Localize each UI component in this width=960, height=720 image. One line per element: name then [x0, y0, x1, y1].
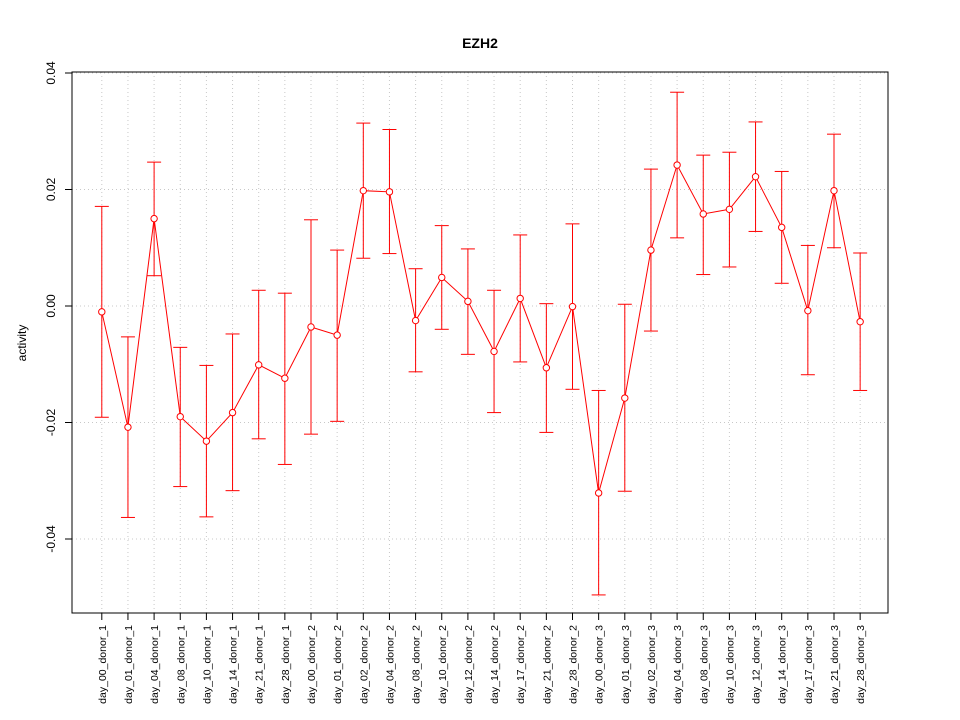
- data-point: [778, 223, 786, 232]
- x-tick-label: day_00_donor_3: [594, 625, 606, 704]
- x-tick-label: day_28_donor_2: [568, 625, 580, 704]
- data-point: [542, 364, 551, 372]
- x-tick-label: day_10_donor_2: [437, 625, 449, 704]
- x-tick-label: day_17_donor_3: [803, 625, 815, 704]
- x-tick-label: day_21_donor_1: [254, 625, 266, 704]
- series-line: [101, 163, 861, 494]
- data-point: [490, 347, 498, 356]
- x-tick-label: day_17_donor_2: [515, 625, 527, 704]
- data-point: [411, 316, 420, 325]
- data-point: [594, 489, 603, 497]
- data-point: [385, 188, 394, 196]
- x-tick-label: day_28_donor_1: [280, 625, 292, 704]
- y-tick-label: -0.02: [44, 409, 58, 437]
- data-point: [751, 172, 760, 181]
- x-tick-label: day_28_donor_3: [855, 625, 867, 704]
- y-axis-label: activity: [15, 325, 29, 362]
- x-tick-label: day_04_donor_3: [672, 625, 684, 704]
- x-tick-label: day_08_donor_2: [411, 625, 423, 704]
- x-tick-label: day_12_donor_3: [751, 625, 763, 704]
- chart-title: EZH2: [462, 35, 498, 51]
- data-point: [516, 294, 524, 303]
- y-tick-label: 0.02: [44, 177, 58, 201]
- x-tick-label: day_01_donor_3: [620, 625, 632, 704]
- x-tick-label: day_21_donor_3: [829, 625, 841, 704]
- data-point: [673, 161, 681, 169]
- data-point: [202, 437, 211, 445]
- data-point: [438, 273, 446, 282]
- x-tick-label: day_10_donor_3: [724, 625, 736, 704]
- x-tick-label: day_21_donor_2: [541, 625, 553, 704]
- data-point: [333, 331, 341, 339]
- data-point: [255, 361, 263, 369]
- data-point: [804, 306, 812, 315]
- data-series: [94, 91, 868, 596]
- x-tick-label: day_10_donor_1: [201, 625, 213, 704]
- data-point: [98, 308, 106, 316]
- data-point: [699, 210, 707, 218]
- data-point: [856, 318, 864, 326]
- data-point: [281, 374, 289, 382]
- x-tick-label: day_01_donor_1: [123, 625, 135, 704]
- y-tick-label: -0.04: [44, 525, 58, 553]
- x-tick-label: day_08_donor_1: [175, 625, 187, 704]
- data-point: [150, 214, 158, 223]
- x-tick-label: day_00_donor_2: [306, 625, 318, 704]
- x-tick-label: day_14_donor_3: [777, 625, 789, 704]
- data-point: [359, 186, 367, 195]
- x-tick-label: day_00_donor_1: [97, 625, 109, 704]
- data-point: [568, 302, 577, 311]
- axes: -0.04 -0.02 0.00 0.02 0.04 day_00_donor_1 day_…: [44, 61, 867, 704]
- y-tick-label: 0.04: [44, 61, 58, 85]
- data-point: [464, 297, 472, 306]
- x-tick-label: day_12_donor_2: [463, 625, 475, 704]
- x-tick-label: day_04_donor_2: [384, 625, 396, 704]
- grid-lines: [72, 72, 888, 613]
- data-point: [228, 408, 237, 417]
- x-tick-label: day_02_donor_2: [358, 625, 370, 704]
- data-point: [725, 205, 734, 214]
- x-tick-label: day_02_donor_3: [646, 625, 658, 704]
- data-point: [830, 186, 838, 195]
- x-tick-label: day_04_donor_1: [149, 625, 161, 704]
- data-point: [647, 246, 655, 254]
- x-tick-label: day_01_donor_2: [332, 625, 344, 704]
- y-tick-label: 0.00: [44, 294, 58, 318]
- plot-frame: [71, 71, 889, 614]
- data-point: [124, 423, 132, 431]
- data-point: [176, 412, 184, 421]
- x-tick-label: day_14_donor_2: [489, 625, 501, 704]
- data-point: [621, 394, 629, 402]
- data-point: [307, 323, 315, 331]
- x-tick-label: day_08_donor_3: [698, 625, 710, 704]
- x-tick-label: day_14_donor_1: [228, 625, 240, 704]
